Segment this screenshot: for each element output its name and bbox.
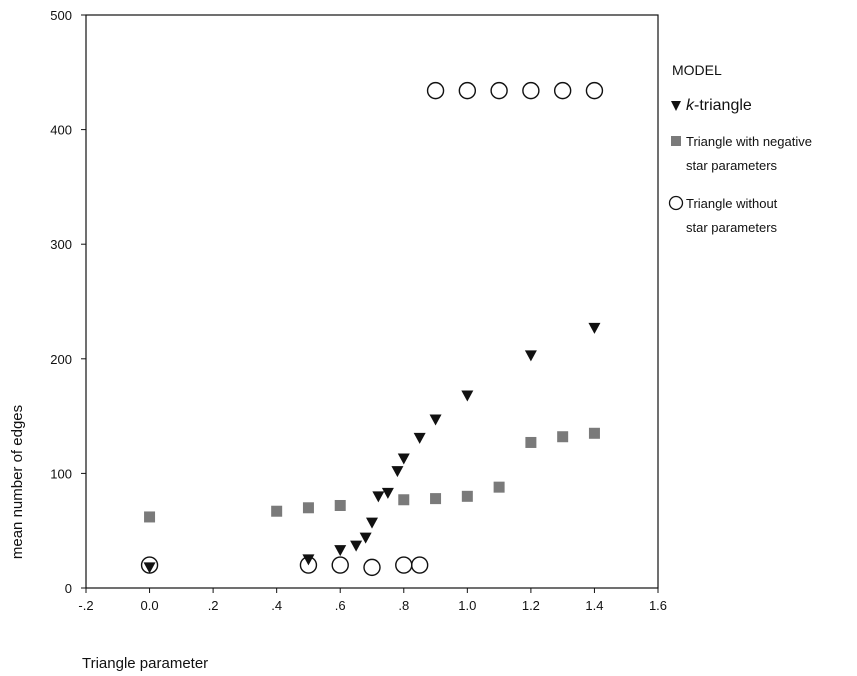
point-without-star [410, 556, 429, 574]
point-k-triangle [381, 487, 394, 499]
x-tick-label: .8 [398, 598, 409, 613]
legend-label-without-star-line2: star parameters [686, 220, 778, 235]
point-k-triangle [588, 322, 601, 334]
legend-label-k-suffix: -triangle [694, 97, 752, 114]
legend-item-negative-star: Triangle with negative star parameters [668, 130, 857, 178]
y-tick-label: 400 [50, 123, 72, 138]
y-axis-title: mean number of edges [9, 405, 26, 559]
data-points [140, 81, 604, 577]
point-without-star [331, 556, 349, 574]
point-k-triangle [334, 545, 347, 557]
x-axis-ticks: -.2 0.0 .2 .4 .6 .8 1.0 1.2 1.4 1.6 [78, 588, 667, 613]
point-without-star [426, 81, 445, 100]
legend-label-without-star: Triangle without star parameters [686, 192, 777, 240]
point-negative-star [398, 494, 410, 506]
legend-label-k-prefix: k [686, 97, 694, 114]
square-marker-icon [668, 130, 684, 148]
point-negative-star [302, 502, 314, 514]
point-negative-star [334, 499, 346, 511]
point-without-star [363, 558, 381, 577]
point-without-star [458, 81, 477, 100]
legend: MODEL k-triangle Triangle with negative … [668, 62, 857, 254]
point-negative-star [588, 427, 600, 439]
point-negative-star [557, 431, 569, 443]
open-circle-marker-icon [668, 192, 684, 212]
point-k-triangle [372, 491, 385, 503]
y-tick-label: 200 [50, 352, 72, 367]
x-tick-label: 1.6 [649, 598, 667, 613]
y-tick-label: 0 [65, 581, 72, 596]
legend-item-k-triangle: k-triangle [668, 96, 857, 116]
x-tick-label: 1.4 [585, 598, 603, 613]
y-tick-label: 100 [50, 466, 72, 481]
point-without-star [522, 81, 540, 100]
legend-label-negative-star: Triangle with negative star parameters [686, 130, 812, 178]
x-tick-label: .2 [208, 598, 219, 613]
series-k [143, 322, 601, 574]
point-k-triangle [350, 540, 363, 552]
point-negative-star [461, 490, 473, 502]
legend-item-without-star: Triangle without star parameters [668, 192, 857, 240]
x-tick-label: 1.2 [522, 598, 540, 613]
point-k-triangle [391, 466, 404, 478]
x-tick-label: .6 [335, 598, 346, 613]
x-tick-label: -.2 [78, 598, 93, 613]
point-without-star [395, 556, 413, 574]
series-nostar [140, 81, 604, 577]
plot-frame [85, 14, 659, 589]
point-k-triangle [366, 517, 378, 529]
point-without-star [553, 81, 572, 100]
point-without-star [299, 556, 318, 574]
point-negative-star [493, 481, 505, 493]
point-without-star [140, 556, 159, 574]
point-without-star [490, 81, 508, 100]
point-k-triangle [359, 532, 372, 544]
point-k-triangle [302, 554, 315, 566]
x-tick-label: 1.0 [458, 598, 476, 613]
point-negative-star [144, 511, 156, 523]
y-axis-ticks: 0 100 200 300 400 500 [50, 8, 86, 596]
x-axis-title: Triangle parameter [82, 655, 208, 672]
y-tick-label: 500 [50, 8, 72, 23]
y-tick-label: 300 [50, 237, 72, 252]
x-tick-label: .4 [271, 598, 282, 613]
point-k-triangle [397, 453, 410, 465]
legend-title: MODEL [672, 62, 722, 78]
legend-label-negative-star-line1: Triangle with negative [686, 134, 812, 149]
legend-label-k-triangle: k-triangle [686, 96, 752, 116]
point-negative-star [430, 493, 442, 505]
point-k-triangle [143, 562, 156, 574]
triangle-down-marker-icon [668, 96, 684, 114]
point-k-triangle [413, 432, 426, 444]
point-k-triangle [461, 390, 474, 402]
x-tick-label: 0.0 [141, 598, 159, 613]
point-k-triangle [429, 414, 442, 426]
legend-label-without-star-line1: Triangle without [686, 196, 778, 211]
point-k-triangle [524, 350, 537, 362]
legend-label-negative-star-line2: star parameters [686, 158, 778, 173]
point-without-star [585, 81, 604, 100]
series-neg [144, 427, 600, 523]
point-negative-star [271, 505, 283, 517]
point-negative-star [525, 436, 537, 448]
